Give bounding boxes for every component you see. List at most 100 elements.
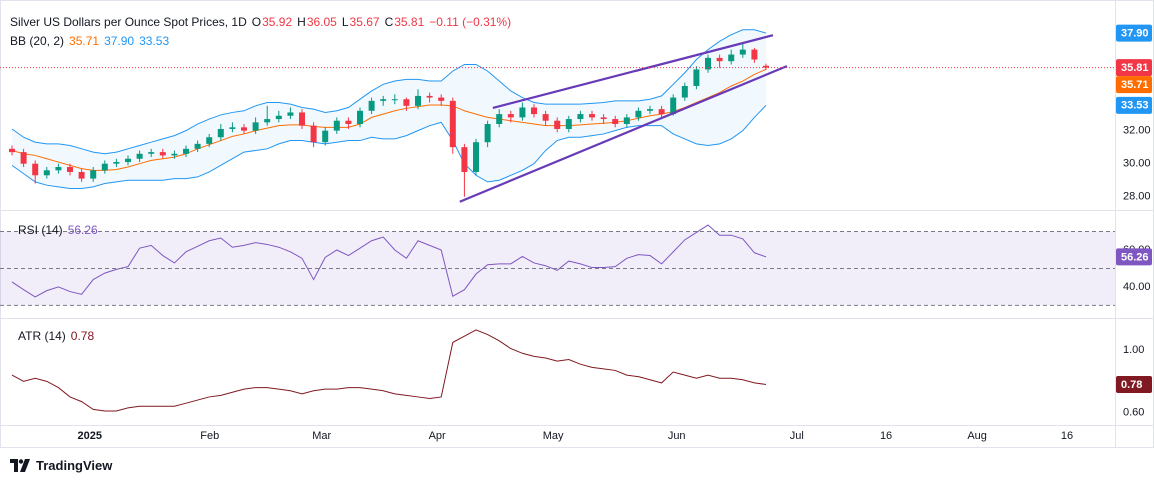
candle-body [345, 120, 352, 125]
candle-body [670, 97, 677, 115]
candle-body [183, 148, 190, 154]
ohlc-value: 35.92 [262, 15, 293, 29]
candle-body [751, 49, 758, 60]
candle-body [449, 100, 456, 148]
candle-body [101, 163, 108, 171]
candle-body [484, 124, 491, 143]
candle-body [763, 65, 770, 68]
price-tag-label: 56.26 [1121, 251, 1149, 263]
candle-body [565, 119, 572, 129]
candle-body [728, 54, 735, 62]
atr-value: 0.78 [70, 329, 95, 343]
candle-body [264, 119, 271, 123]
x-tick-label: Apr [429, 430, 446, 442]
ohlc-value: 35.67 [349, 15, 380, 29]
pane [9, 29, 788, 203]
candle-body [159, 152, 166, 156]
rsi-title: RSI (14) [18, 223, 63, 237]
rsi-value: 56.26 [67, 223, 98, 237]
atr-title: ATR (14) [18, 329, 66, 343]
candle-body [647, 109, 654, 111]
candle-body [391, 99, 398, 101]
symbol-legend: Silver US Dollars per Ounce Spot Prices,… [10, 15, 511, 29]
x-tick-label: Jun [668, 430, 686, 442]
price-tag [1116, 76, 1152, 94]
candle-body [600, 117, 607, 120]
pane [11, 224, 767, 298]
candle-body [415, 95, 422, 106]
candle-body [229, 127, 236, 129]
footer-brand: TradingView [10, 458, 112, 473]
x-tick-label: Aug [967, 430, 987, 442]
candle-body [148, 152, 155, 154]
x-tick-label: 16 [880, 430, 892, 442]
candle-body [43, 170, 50, 176]
ohlc-key: C [384, 15, 394, 29]
trendline [459, 65, 788, 203]
bb-basis-value: 35.71 [69, 34, 100, 48]
bb-lower-value: 33.53 [139, 34, 170, 48]
ohlc-value: 36.05 [306, 15, 337, 29]
bb-upper-value: 37.90 [104, 34, 135, 48]
candle-body [554, 120, 561, 129]
candle-body [275, 115, 282, 120]
candle-body [403, 99, 410, 106]
bb-title: BB (20, 2) [10, 34, 65, 48]
candle-body [507, 114, 514, 118]
price-tag-label: 33.53 [1121, 100, 1149, 112]
candle-body [252, 122, 259, 131]
y-tick-label: 32.00 [1123, 125, 1151, 137]
candle-body [461, 147, 468, 172]
price-tag [1116, 96, 1152, 114]
candle-body [612, 119, 619, 125]
candle-body [78, 171, 85, 179]
price-tag-label: 0.78 [1121, 379, 1142, 391]
price-tag [1116, 59, 1152, 77]
price-tag [1116, 375, 1152, 393]
candle-body [55, 167, 62, 171]
candle-body [589, 114, 596, 118]
y-tick-label: 28.00 [1123, 191, 1151, 203]
atr-legend: ATR (14) 0.78 [18, 329, 94, 343]
bb-basis [11, 68, 767, 171]
candle-body [333, 120, 340, 131]
candle-body [473, 142, 480, 172]
price-tag-label: 35.81 [1121, 62, 1149, 74]
candle-body [542, 114, 549, 121]
price-tag [1116, 24, 1152, 42]
bb-upper [11, 29, 767, 155]
candle-body [693, 69, 700, 86]
candle-body [171, 153, 178, 156]
candle-body [9, 148, 16, 153]
change: −0.11 (−0.31%) [429, 15, 512, 29]
candle-body [658, 109, 665, 115]
candle-body [496, 114, 503, 125]
x-tick-label: Mar [312, 430, 331, 442]
ohlc-value: 35.81 [394, 15, 425, 29]
candle-body [67, 167, 74, 172]
x-tick-label: Jul [790, 430, 804, 442]
pane [11, 329, 767, 412]
candle-body [310, 125, 317, 143]
candle-body [90, 170, 97, 179]
price-tag [1116, 248, 1152, 266]
candle-body [426, 95, 433, 98]
candle-body [322, 130, 329, 143]
indicator-line [11, 329, 767, 412]
brand-logo [10, 458, 30, 472]
x-tick-label: May [543, 430, 564, 442]
bb-legend: BB (20, 2) 35.71 37.90 33.53 [10, 34, 169, 48]
ohlc-key: L [341, 15, 349, 29]
x-tick-label: 16 [1061, 430, 1073, 442]
y-tick-label: 30.00 [1123, 158, 1151, 170]
candle-body [113, 162, 120, 164]
candle-body [716, 57, 723, 62]
candle-body [368, 100, 375, 111]
candle-body [287, 112, 294, 116]
trendline [492, 34, 774, 110]
price-tag-label: 37.90 [1121, 27, 1149, 39]
ohlc-key: O [251, 15, 262, 29]
